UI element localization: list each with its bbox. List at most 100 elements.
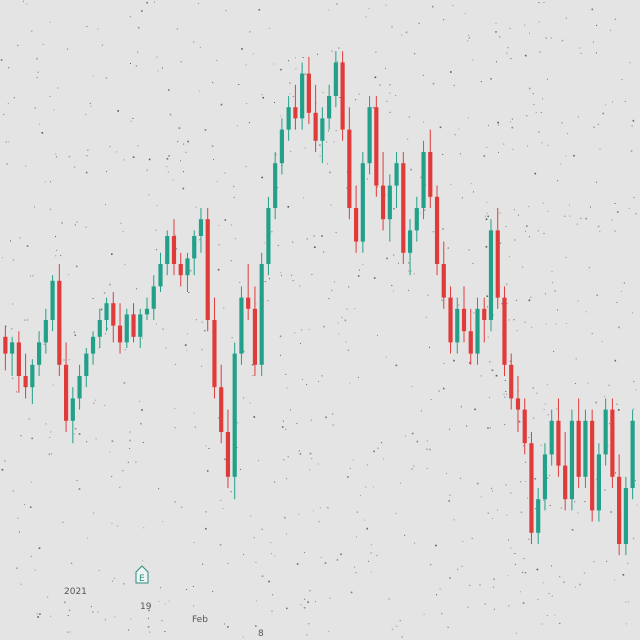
noise-speck — [109, 146, 111, 148]
noise-speck — [546, 78, 548, 80]
noise-speck — [331, 289, 333, 291]
noise-speck — [344, 319, 347, 322]
candle-body — [84, 353, 89, 376]
noise-speck — [429, 346, 430, 348]
noise-speck — [528, 87, 531, 90]
noise-speck — [503, 143, 505, 145]
candle-body — [30, 364, 35, 388]
earnings-event-marker[interactable]: E — [135, 565, 149, 584]
noise-speck — [92, 298, 94, 299]
noise-speck — [356, 511, 358, 513]
candle — [239, 286, 244, 365]
candle — [178, 252, 183, 287]
noise-speck — [227, 626, 229, 628]
noise-speck — [565, 155, 567, 157]
noise-speck — [296, 423, 298, 424]
candle-body — [461, 308, 467, 332]
noise-speck — [515, 632, 517, 634]
noise-speck — [535, 112, 537, 114]
candle-body — [104, 303, 109, 320]
noise-speck — [311, 274, 313, 275]
noise-speck — [459, 153, 461, 155]
candle-body — [131, 314, 136, 337]
noise-speck — [128, 629, 130, 631]
noise-speck — [447, 626, 449, 628]
noise-speck — [547, 144, 549, 146]
candle-body — [293, 107, 298, 119]
noise-speck — [220, 499, 222, 501]
noise-speck — [188, 292, 190, 293]
noise-speck — [366, 464, 368, 466]
noise-speck — [135, 65, 137, 67]
noise-speck — [489, 397, 490, 399]
noise-speck — [285, 373, 287, 375]
noise-speck — [579, 583, 581, 586]
noise-speck — [67, 631, 69, 633]
noise-speck — [587, 382, 589, 384]
noise-speck — [148, 609, 150, 612]
noise-speck — [443, 362, 445, 364]
noise-speck — [246, 103, 248, 104]
noise-speck — [8, 141, 10, 143]
noise-speck — [625, 601, 627, 603]
noise-speck — [395, 513, 397, 515]
noise-speck — [571, 529, 574, 531]
noise-speck — [292, 95, 294, 97]
noise-speck — [87, 537, 89, 539]
noise-speck — [495, 22, 497, 24]
noise-speck — [122, 470, 124, 472]
noise-speck — [92, 611, 94, 613]
noise-speck — [213, 159, 214, 161]
noise-speck — [26, 245, 29, 247]
noise-speck — [67, 48, 69, 50]
noise-speck — [304, 147, 306, 149]
candle-body — [252, 308, 258, 365]
noise-speck — [304, 73, 307, 75]
noise-speck — [304, 598, 306, 600]
noise-speck — [130, 120, 132, 122]
noise-speck — [389, 92, 391, 94]
candle-body — [124, 314, 129, 343]
noise-speck — [542, 98, 543, 100]
candle-body — [70, 398, 75, 421]
noise-speck — [309, 590, 311, 592]
noise-speck — [129, 448, 131, 449]
candle-body — [192, 236, 197, 259]
noise-speck — [180, 61, 182, 63]
noise-speck — [85, 114, 87, 115]
noise-speck — [592, 41, 594, 43]
noise-speck — [8, 67, 10, 69]
candle-body — [495, 230, 500, 298]
noise-speck — [275, 154, 277, 156]
noise-speck — [241, 48, 243, 50]
noise-speck — [47, 596, 49, 598]
candle — [380, 152, 386, 231]
noise-speck — [542, 202, 544, 204]
noise-speck — [255, 625, 257, 627]
noise-speck — [601, 341, 603, 342]
noise-speck — [20, 583, 22, 585]
noise-speck — [526, 115, 528, 117]
noise-speck — [486, 212, 488, 214]
candle-body — [596, 454, 601, 511]
noise-speck — [49, 437, 51, 438]
noise-speck — [441, 613, 443, 615]
noise-speck — [489, 427, 491, 429]
noise-speck — [219, 543, 222, 546]
noise-speck — [166, 158, 169, 160]
noise-speck — [551, 271, 553, 273]
noise-speck — [224, 219, 227, 221]
noise-speck — [28, 418, 30, 420]
noise-speck — [303, 552, 305, 553]
noise-speck — [547, 210, 549, 212]
noise-speck — [287, 456, 289, 458]
noise-speck — [497, 121, 499, 124]
noise-speck — [487, 512, 489, 514]
noise-speck — [172, 179, 174, 181]
noise-speck — [498, 124, 500, 126]
candle-body — [576, 420, 581, 477]
candle-body — [246, 297, 251, 309]
noise-speck — [162, 328, 164, 330]
candle-body — [198, 219, 204, 236]
